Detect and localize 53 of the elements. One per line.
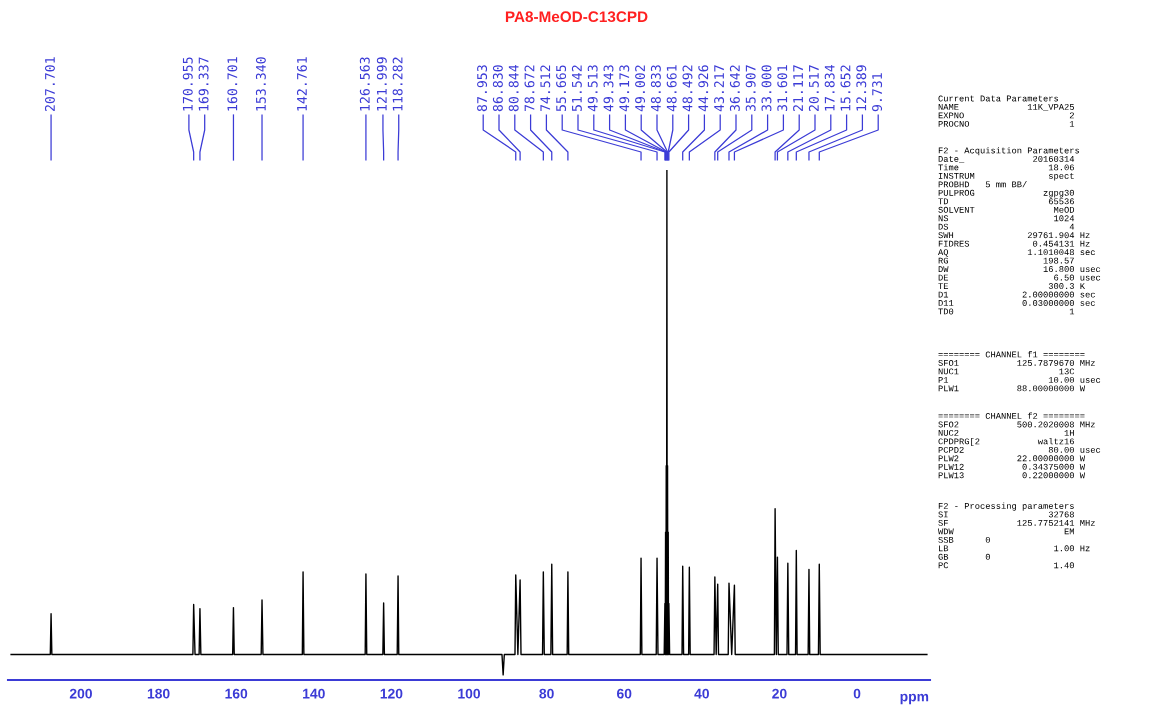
annotation: 207.701 <box>44 57 55 112</box>
annotation: 15.652 <box>840 65 851 111</box>
annotation: 170.955 <box>182 57 193 111</box>
annotation: 160.701 <box>227 57 238 111</box>
x-tick-label: 100 <box>458 688 481 699</box>
annotation: 87.953 <box>477 65 488 112</box>
x-tick-label: 80 <box>539 688 554 699</box>
text: F2 - Processing parameters SI 32768 SF 125.7752141 MHz WDW EM SSB 0 LB 1.00 Hz GB 0 PC 1.40 <box>938 502 1095 569</box>
annotation: 43.217 <box>714 65 725 112</box>
annotation: 48.833 <box>650 65 661 112</box>
x-tick-label: 0 <box>853 688 861 699</box>
x-tick-label: 20 <box>772 688 787 699</box>
annotation: 126.563 <box>359 57 370 111</box>
x-tick-label: 200 <box>69 688 92 699</box>
annotation: 49.002 <box>635 65 646 112</box>
annotation: 36.642 <box>729 65 740 112</box>
text: ======== CHANNEL f2 ======== SFO2 500.2020008 MHz NUC2 1H CPDPRG[2 waltz16 PCPD2 80.00 usec PLW2 22.00000000 W PLW12 0.34375000 W PLW13 0.22000000 W <box>938 412 1101 479</box>
annotation: 86.830 <box>492 65 503 112</box>
annotation: 33.000 <box>761 65 772 112</box>
x-tick-label: 180 <box>147 688 170 699</box>
text: Current Data Parameters NAME 11K_VPA25 EXPNO 2 PROCNO 1 <box>938 95 1075 127</box>
annotation: 12.389 <box>856 65 867 111</box>
x-tick-label: 60 <box>617 688 632 699</box>
annotation: 51.542 <box>571 65 582 112</box>
annotation: 169.337 <box>198 57 209 111</box>
x-tick-label: 140 <box>303 688 325 699</box>
annotation: 20.517 <box>808 65 819 112</box>
annotation: 48.492 <box>682 65 693 112</box>
annotation: 48.661 <box>666 65 677 112</box>
annotation: 78.672 <box>524 65 535 112</box>
annotation: 118.282 <box>392 57 403 111</box>
annotation: 80.844 <box>508 64 519 112</box>
annotation: 49.343 <box>603 65 614 112</box>
annotation: 121.999 <box>376 57 387 111</box>
x-tick-label: 40 <box>694 688 709 699</box>
annotation: 49.173 <box>619 65 630 112</box>
text: F2 - Acquisition Parameters Date_ 20160314 Time 18.06 INSTRUM spect PROBHD 5 mm BB/ PULPROG zgpg30 TD 65536 SOLVENT MeOD NS 1024 DS 4 SWH 29761.904 Hz FIDRES 0.454131 Hz AQ 1.1010048 sec RG 198.57 DW 16.800 usec DE 6.50 usec TE 300.3 K D1 2.00000000 sec D11 0.03000000 sec TD0 1 <box>938 147 1101 315</box>
annotation: 74.512 <box>540 65 551 112</box>
annotation: 44.926 <box>698 65 709 112</box>
annotation: 49.513 <box>587 65 598 112</box>
annotation: 31.601 <box>777 65 788 112</box>
annotation: 153.340 <box>255 57 266 111</box>
x-tick-label: 160 <box>225 688 248 699</box>
chart-title: PA8-MeOD-C13CPD <box>505 11 648 23</box>
annotation: 9.731 <box>872 73 883 112</box>
annotation: 55.665 <box>556 65 567 112</box>
x-axis-title: ppm <box>900 693 929 705</box>
annotation: 142.761 <box>296 57 307 111</box>
text: ======== CHANNEL f1 ======== SFO1 125.7879670 MHz NUC1 13C P1 10.00 usec PLW1 88.00000000 W <box>938 351 1101 392</box>
x-tick-label: 120 <box>380 688 403 699</box>
annotation: 21.117 <box>793 65 803 112</box>
annotation: 17.834 <box>824 64 835 111</box>
annotation: 35.907 <box>745 65 756 112</box>
